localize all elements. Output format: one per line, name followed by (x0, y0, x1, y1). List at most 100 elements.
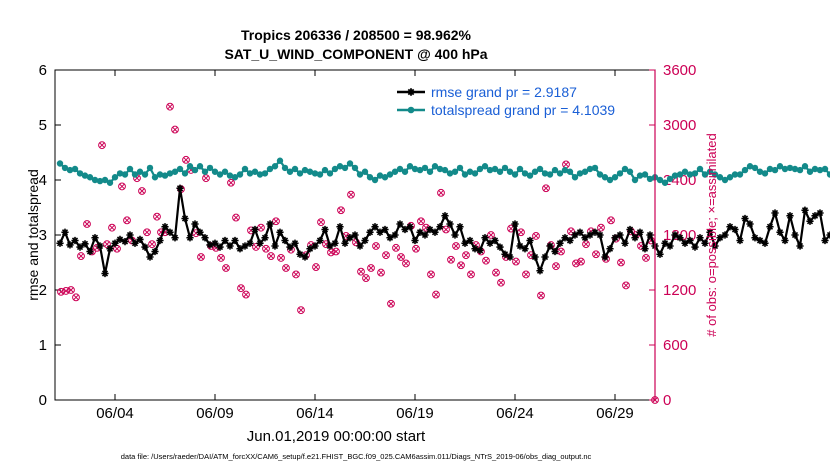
obs-possible-marker (482, 256, 490, 265)
obs-possible-marker (297, 306, 305, 315)
rmse-point (776, 228, 784, 236)
obs-assimilated-marker (109, 224, 115, 231)
obs-possible-marker (442, 225, 450, 234)
obs-point (143, 228, 151, 237)
obs-point (153, 212, 161, 221)
obs-assimilated-marker (598, 224, 604, 231)
rmse-point (411, 236, 419, 245)
legend-spread-marker (407, 106, 415, 114)
rmse-point (781, 236, 789, 245)
totalspread-point (156, 171, 164, 178)
obs-possible-marker (582, 240, 590, 249)
obs-assimilated-marker (388, 300, 394, 307)
totalspread-point (261, 170, 269, 177)
totalspread-point (231, 174, 239, 181)
obs-possible-marker (148, 240, 156, 249)
totalspread-point (111, 174, 119, 181)
obs-assimilated-marker (167, 103, 173, 110)
totalspread-point (76, 170, 84, 177)
rmse-point (551, 247, 559, 256)
totalspread-point (216, 171, 224, 178)
rmse-point (431, 228, 439, 236)
totalspread-point (751, 164, 759, 172)
x-tick-label: 06/04 (96, 405, 134, 422)
obs-assimilated-marker (538, 292, 544, 299)
obs-point (382, 251, 390, 260)
totalspread-point (386, 171, 394, 178)
rmse-point (291, 239, 299, 247)
rmse-point (356, 242, 364, 250)
y-right-tick-label: 0 (663, 392, 671, 409)
rmse-point (196, 228, 204, 236)
obs-assimilated-marker (563, 161, 569, 168)
obs-assimilated-marker (378, 269, 384, 276)
obs-point (138, 187, 146, 195)
obs-point (617, 258, 625, 267)
obs-point (492, 268, 500, 277)
totalspread-point (421, 164, 429, 172)
rmse-point (296, 250, 304, 258)
obs-point (577, 257, 585, 266)
obs-point (397, 253, 405, 261)
rmse-point (166, 228, 174, 236)
y-left-tick-label: 4 (39, 172, 47, 189)
obs-point (367, 264, 375, 272)
rmse-point (546, 242, 554, 250)
obs-assimilated-marker (553, 263, 559, 269)
obs-point (347, 190, 355, 199)
obs-possible-marker (417, 217, 425, 226)
rmse-point (126, 231, 134, 239)
obs-assimilated-marker (228, 179, 234, 186)
obs-assimilated-marker (298, 307, 304, 313)
obs-possible-marker (377, 268, 385, 277)
obs-count-markers (57, 102, 659, 404)
y-right-tick-label: 1200 (663, 282, 696, 299)
rmse-point (116, 235, 124, 243)
totalspread-point (556, 170, 564, 177)
rmse-point (771, 209, 779, 217)
obs-assimilated-marker (403, 260, 409, 267)
rmse-point (351, 231, 359, 239)
obs-assimilated-marker (543, 185, 549, 192)
obs-point (582, 240, 590, 249)
totalspread-point (91, 176, 99, 184)
rmse-point (716, 234, 724, 242)
rmse-point (101, 269, 109, 278)
obs-assimilated-marker (643, 255, 649, 261)
y-left-tick-label: 3 (39, 227, 47, 244)
totalspread-point (581, 168, 589, 175)
totalspread-point (741, 166, 749, 174)
y-left-tick-label: 2 (39, 282, 47, 299)
totalspread-point (456, 164, 464, 172)
rmse-point (331, 239, 339, 247)
obs-possible-marker (467, 270, 475, 279)
totalspread-point (206, 164, 214, 172)
totalspread-point (311, 170, 319, 177)
totalspread-point (141, 171, 149, 178)
rmse-point (181, 214, 189, 223)
totalspread-point (256, 171, 264, 178)
rmse-point (806, 217, 814, 225)
rmse-point (106, 245, 114, 253)
obs-possible-marker (282, 264, 290, 272)
obs-point (592, 250, 600, 259)
rmse-point (326, 242, 334, 250)
obs-assimilated-marker (218, 255, 224, 261)
totalspread-point (221, 168, 229, 175)
obs-possible-marker (577, 257, 585, 266)
obs-point (377, 268, 385, 277)
rmse-point (276, 228, 284, 236)
rmse-point (71, 236, 79, 245)
totalspread-point (736, 171, 744, 178)
rmse-point (56, 239, 64, 247)
obs-possible-marker (227, 178, 235, 187)
rmse-point (496, 243, 504, 251)
totalspread-point (291, 165, 299, 173)
rmse-point (561, 234, 569, 242)
obs-point (272, 217, 280, 226)
rmse-point (436, 223, 444, 231)
rmse-point (191, 220, 199, 228)
rmse-point (691, 243, 699, 251)
obs-possible-marker (108, 223, 116, 232)
rmse-point (481, 234, 489, 242)
